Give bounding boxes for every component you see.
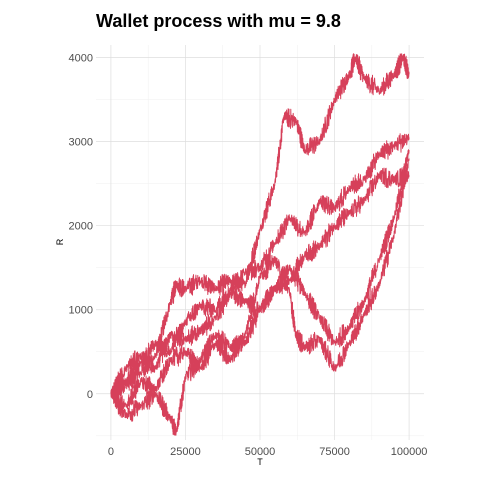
series-lines: [110, 53, 410, 436]
x-tick-labels: 0 25000 50000 75000 100000: [108, 446, 428, 458]
x-tick-label: 75000: [319, 446, 350, 458]
y-tick-label: 2000: [69, 221, 93, 233]
y-tick-labels: 0 1000 2000 3000 4000: [69, 53, 93, 401]
series-line-4: [110, 167, 410, 397]
chart-title: Wallet process with mu = 9.8: [96, 11, 341, 31]
x-tick-label: 100000: [391, 446, 428, 458]
series-line-2: [110, 149, 410, 436]
series-line-1: [110, 53, 410, 399]
y-tick-label: 4000: [69, 53, 93, 65]
x-tick-label: 0: [108, 446, 114, 458]
y-tick-label: 0: [87, 389, 93, 401]
x-axis-label: T: [257, 457, 263, 467]
series-line-5: [110, 133, 410, 399]
grid-lines: [96, 45, 424, 440]
y-axis-label: R: [55, 238, 65, 245]
y-tick-label: 1000: [69, 305, 93, 317]
y-tick-label: 3000: [69, 137, 93, 149]
x-tick-label: 50000: [245, 446, 276, 458]
x-tick-label: 25000: [170, 446, 201, 458]
series-line-3: [110, 158, 410, 412]
